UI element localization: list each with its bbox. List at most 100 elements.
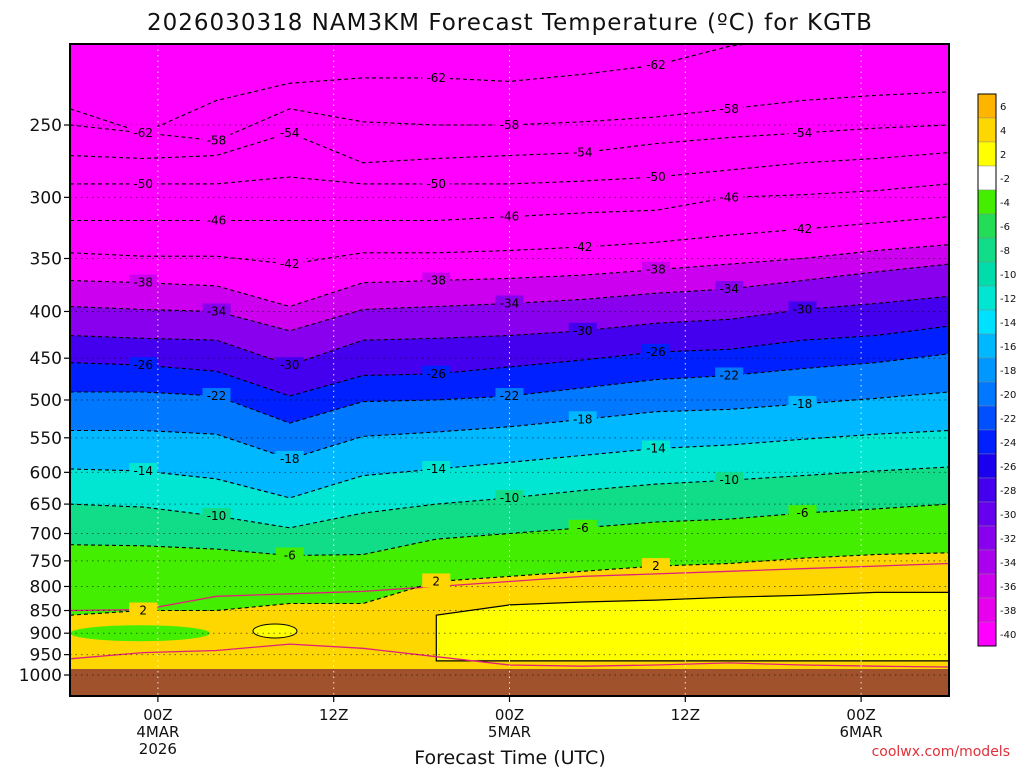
isotherm-label: -50	[426, 177, 446, 191]
isotherm-label-bg	[715, 367, 744, 382]
colorbar-cell	[977, 93, 997, 119]
isotherm-label: -14	[646, 441, 666, 455]
isotherm-label: -22	[207, 389, 227, 403]
isotherm-label-bg	[642, 261, 670, 276]
colorbar-label: -22	[1000, 414, 1016, 425]
isotherm-label: 2	[139, 604, 147, 618]
isotherm-label: -6	[577, 521, 589, 535]
x-tick-label: 2026	[139, 740, 177, 758]
y-tick-label: 550	[30, 429, 62, 449]
isotherm-label-bg	[568, 322, 597, 337]
colorbar-cell	[977, 477, 997, 503]
x-tick-label: 6MAR	[840, 723, 883, 741]
x-tick-label: 00Z	[495, 706, 524, 724]
isotherm-label-bg	[202, 388, 231, 403]
colorbar-label: -20	[1000, 390, 1016, 401]
colorbar-label: -36	[1000, 582, 1016, 593]
plot-area: -62-62-62-58-58-58-54-54-54-50 -50 -50-46-…	[70, 44, 949, 696]
x-tick-label: 12Z	[671, 706, 700, 724]
isotherm-label: -38	[646, 263, 666, 277]
colorbar-cell	[977, 501, 997, 527]
isotherm-line	[70, 353, 949, 424]
isotherm-label: -58	[500, 118, 520, 132]
isotherm-label: -34	[207, 304, 227, 318]
isotherm-label-bg	[568, 144, 597, 159]
colorbar-cell	[977, 381, 997, 407]
colorbar-cell	[977, 357, 997, 383]
isotherm-label: 2	[432, 574, 440, 588]
isotherm-label-bg	[129, 463, 158, 478]
y-tick-label: 700	[30, 524, 62, 544]
isotherm-label: -6	[284, 549, 296, 563]
zero-contour	[70, 643, 949, 668]
isotherm-label-bg	[422, 69, 451, 84]
y-tick-label: 650	[30, 495, 62, 515]
y-tick-label: 500	[30, 391, 62, 411]
isotherm-label: -62	[133, 126, 153, 140]
isotherm-label-bg	[422, 365, 451, 380]
colorbar-label: -32	[1000, 534, 1016, 545]
isotherm-label: -6	[797, 506, 809, 520]
isotherm-label: -34	[719, 282, 739, 296]
isotherm-label: -14	[426, 462, 446, 476]
credit-text: coolwx.com/models	[872, 744, 1010, 760]
colorbar-label: -10	[1000, 270, 1016, 281]
colorbar-cell	[977, 309, 997, 335]
isotherm-label: -42	[573, 240, 593, 254]
isotherm-label: -10	[500, 491, 520, 505]
isotherm-label: -30	[573, 324, 593, 338]
isotherm-label-bg	[129, 602, 158, 617]
colorbar-label: -24	[1000, 438, 1016, 449]
isotherm-label: -50	[133, 177, 153, 191]
isotherm-label-bg	[568, 238, 597, 253]
colorbar-label: -18	[1000, 366, 1016, 377]
isotherm-label-bg	[642, 343, 670, 358]
colorbar-label: -14	[1000, 318, 1016, 329]
isotherm-label: -62	[426, 71, 446, 85]
isotherm-label-bg	[202, 132, 231, 147]
y-tick-label: 850	[30, 602, 62, 622]
grid-lines	[70, 44, 949, 696]
cold-pool	[80, 585, 140, 602]
warm-blob	[252, 623, 298, 639]
colorbar-label: -26	[1000, 462, 1016, 473]
isotherm-label-bg	[275, 450, 304, 465]
colorbar-cell	[977, 573, 997, 599]
isotherm-label: -58	[719, 102, 739, 116]
isotherm-label: -34	[500, 296, 520, 310]
cold-pool	[70, 625, 210, 642]
isotherm-label: -58	[207, 134, 227, 148]
isotherm-label-bg	[495, 388, 524, 403]
x-tick-label: 00Z	[143, 706, 172, 724]
y-axis-ticks: 2503003504004505005506006507007508008509…	[19, 116, 70, 686]
isotherm-label-bg	[422, 272, 451, 287]
colorbar-label: -6	[1000, 222, 1010, 233]
isotherm-label: -18	[573, 412, 593, 426]
isotherm-label: -46	[207, 213, 227, 227]
isotherm-label-bg	[642, 57, 670, 72]
isotherm-label-bg	[568, 411, 597, 426]
colorbar-cell	[977, 261, 997, 287]
isotherm-label: -18	[280, 452, 300, 466]
x-tick-label: 12Z	[319, 706, 348, 724]
isotherm-label: -54	[573, 146, 593, 160]
isotherm-label-bg	[275, 256, 304, 271]
isotherm-label: -26	[426, 367, 446, 381]
isotherm-label: -26	[133, 358, 153, 372]
colorbar: 6 4 2 -2 -4 -6 -8 -10 -12 -14 -16 -18 -20 -22 -24 -26 -2…	[977, 93, 1016, 647]
colorbar-label: -38	[1000, 606, 1016, 617]
y-tick-label: 750	[30, 552, 62, 572]
isotherm-label-bg	[715, 189, 744, 204]
isotherm-label-bg	[422, 573, 451, 588]
isotherm-label-bg	[788, 221, 817, 236]
isotherm-label-bg	[568, 519, 597, 534]
colorbar-label: -8	[1000, 246, 1010, 257]
warm-layer-fill	[435, 591, 949, 662]
colorbar-label: 4	[1000, 126, 1006, 137]
colorbar-label: -40	[1000, 630, 1016, 641]
isotherm-label: -62	[646, 58, 666, 72]
y-tick-label: 950	[30, 646, 62, 666]
isotherm-label-bg	[788, 124, 817, 139]
isotherm-label: -54	[280, 126, 300, 140]
